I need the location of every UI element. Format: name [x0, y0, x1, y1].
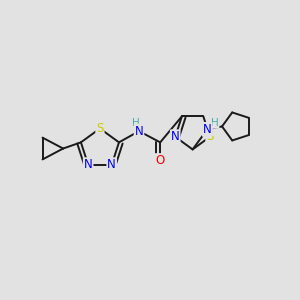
Text: H: H [211, 118, 219, 128]
Text: N: N [135, 125, 143, 138]
Text: N: N [107, 158, 116, 171]
Text: N: N [203, 123, 212, 136]
Text: S: S [96, 122, 103, 135]
Text: O: O [156, 154, 165, 167]
Text: H: H [132, 118, 140, 128]
Text: S: S [206, 130, 214, 143]
Text: N: N [171, 130, 180, 143]
Text: N: N [84, 158, 93, 171]
